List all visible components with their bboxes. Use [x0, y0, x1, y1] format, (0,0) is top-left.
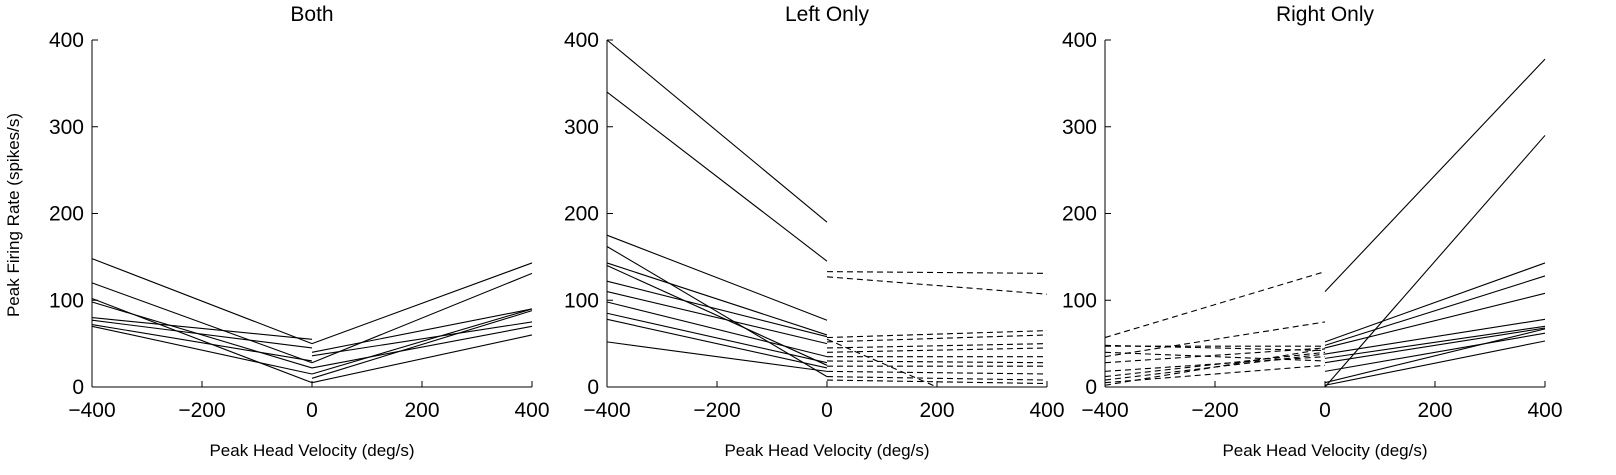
solid-series-line: [606, 262, 828, 336]
solid-series-line: [606, 280, 828, 338]
dashed-series-line: [1104, 344, 1326, 352]
y-tick-label: 100: [49, 289, 84, 312]
panel-title: Right Only: [1276, 3, 1375, 26]
solid-series-line: [1324, 325, 1546, 359]
dashed-series-line: [1104, 348, 1326, 386]
solid-series-line: [1324, 327, 1546, 364]
x-tick-label: 400: [514, 399, 549, 422]
solid-series-line: [606, 301, 828, 358]
panel-3: Right Only Peak Head Velocity (deg/s) 0 100…: [1062, 3, 1563, 460]
solid-series-line: [1324, 332, 1546, 372]
solid-series-line: [1324, 318, 1546, 355]
dashed-series-line: [826, 347, 1048, 353]
solid-series-line: [606, 318, 828, 369]
solid-series-line: [1324, 292, 1546, 349]
solid-series-line: [311, 321, 533, 357]
figure-ylabel: Peak Firing Rate (spikes/s): [4, 113, 23, 317]
solid-series-line: [311, 334, 533, 384]
y-tick-label: 400: [1062, 29, 1097, 52]
y-tick-label: 400: [49, 29, 84, 52]
x-tick-label: 0: [1319, 399, 1331, 422]
x-tick-label: −200: [178, 399, 225, 422]
solid-series-line: [606, 234, 828, 321]
x-tick-label: 0: [821, 399, 833, 422]
solid-series-line: [91, 323, 313, 362]
panel-1: Both Peak Head Velocity (deg/s) 0 100 200 300…: [49, 3, 550, 460]
x-tick-label: −200: [693, 399, 740, 422]
y-tick-label: 300: [1062, 116, 1097, 139]
dashed-series-line: [1104, 347, 1326, 364]
solid-series-line: [311, 308, 533, 375]
x-tick-label: 200: [1417, 399, 1452, 422]
y-tick-label: 100: [1062, 289, 1097, 312]
dashed-series-line: [826, 334, 1048, 343]
solid-series-line: [1324, 275, 1546, 346]
dashed-series-line: [1104, 321, 1326, 358]
dashed-series-line: [826, 343, 1048, 349]
y-tick-label: 100: [564, 289, 599, 312]
solid-series-line: [606, 39, 828, 223]
dashed-series-line: [826, 276, 1048, 295]
dashed-series-line: [1104, 351, 1326, 378]
solid-series-line: [311, 308, 533, 353]
dashed-series-line: [1104, 364, 1326, 384]
solid-series-line: [311, 262, 533, 345]
y-tick-label: 0: [587, 376, 599, 399]
panel-title: Left Only: [785, 3, 870, 26]
dashed-series-line: [826, 379, 1048, 385]
panel-2: Left Only Peak Head Velocity (deg/s) 0 100 2…: [564, 3, 1065, 460]
dashed-series-line: [826, 271, 1048, 274]
x-tick-label: 200: [919, 399, 954, 422]
x-tick-label: −200: [1191, 399, 1238, 422]
dashed-series-line: [826, 376, 1048, 381]
solid-series-line: [1324, 135, 1546, 388]
solid-series-line: [91, 319, 313, 349]
solid-series-line: [606, 341, 828, 372]
solid-series-line: [606, 91, 828, 262]
x-axis-label: Peak Head Velocity (deg/s): [209, 441, 414, 460]
x-axis-label: Peak Head Velocity (deg/s): [1222, 441, 1427, 460]
y-tick-label: 0: [72, 376, 84, 399]
solid-series-line: [606, 265, 828, 366]
x-tick-label: 0: [306, 399, 318, 422]
y-tick-label: 400: [564, 29, 599, 52]
y-tick-label: 200: [564, 203, 599, 226]
y-tick-label: 200: [49, 203, 84, 226]
y-tick-label: 200: [1062, 203, 1097, 226]
x-tick-label: −400: [68, 399, 115, 422]
solid-series-line: [91, 317, 313, 340]
solid-series-line: [91, 301, 313, 369]
panels: Both Peak Head Velocity (deg/s) 0 100 200 300…: [49, 3, 1563, 460]
solid-series-line: [91, 298, 313, 384]
solid-series-line: [311, 272, 533, 364]
y-tick-label: 300: [564, 116, 599, 139]
solid-series-line: [1324, 58, 1546, 292]
x-tick-label: −400: [1081, 399, 1128, 422]
solid-series-line: [1324, 262, 1546, 343]
x-tick-label: 400: [1029, 399, 1064, 422]
solid-series-line: [606, 312, 828, 364]
dashed-series-line: [826, 330, 1048, 339]
panel-title: Both: [290, 3, 333, 26]
y-tick-label: 300: [49, 116, 84, 139]
solid-series-line: [1324, 340, 1546, 386]
y-tick-label: 0: [1085, 376, 1097, 399]
solid-series-line: [311, 310, 533, 379]
dashed-series-line: [1104, 351, 1326, 362]
solid-series-line: [606, 291, 828, 345]
solid-series-line: [1324, 328, 1546, 384]
x-tick-label: 400: [1527, 399, 1562, 422]
solid-series-line: [91, 325, 313, 375]
solid-series-line: [311, 325, 533, 369]
x-tick-label: 200: [404, 399, 439, 422]
dashed-series-line: [1104, 271, 1326, 339]
x-tick-label: −400: [583, 399, 630, 422]
solid-series-line: [91, 258, 313, 345]
solid-series-line: [91, 282, 313, 364]
dashed-series-line: [826, 360, 1048, 364]
dashed-series-line: [826, 370, 1048, 375]
x-axis-label: Peak Head Velocity (deg/s): [724, 441, 929, 460]
